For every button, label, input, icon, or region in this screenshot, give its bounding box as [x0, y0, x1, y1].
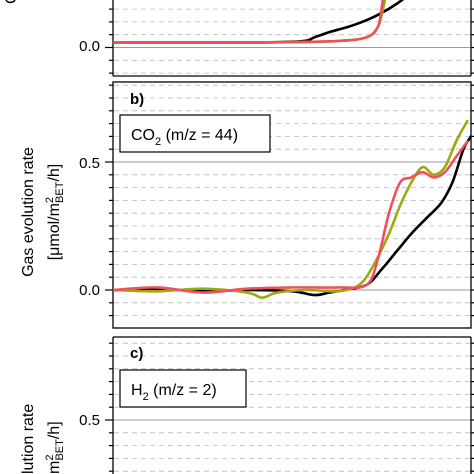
panel-c-label: c) — [130, 345, 143, 362]
panel-b-legend-box — [119, 114, 271, 153]
panel-b-series — [113, 119, 471, 299]
panel-a: 0.0 C — [3, 0, 474, 77]
series-line-olive — [113, 0, 387, 44]
y-axis-title-line1: Gas evolution rate — [20, 147, 37, 277]
series-line-red — [113, 140, 469, 294]
panel-c-ylabel-line2: m2BET/h] — [44, 421, 66, 474]
panel-b-legend-text: CO2 (m/z = 44) — [131, 127, 238, 148]
panel-a-grid — [114, 8, 470, 74]
panel-b-label: b) — [130, 91, 144, 108]
panel-c-legend: H2 (m/z = 2) — [119, 369, 247, 408]
panel-b-ticks — [105, 84, 474, 317]
panel-c-grid — [114, 342, 470, 472]
panel-b: b) CO2 (m/z = 44) 0.5 0.0 Gas evolution … — [20, 81, 474, 329]
series-line-olive — [113, 119, 469, 299]
panel-b-frame — [112, 81, 472, 329]
series-line-black — [113, 0, 405, 44]
series-line-red — [113, 0, 385, 44]
panel-c-legend-text: H2 (m/z = 2) — [131, 382, 217, 403]
panel-b-ytick-label-0.5: 0.5 — [79, 155, 100, 172]
panel-a-ytick-label: 0.0 — [79, 38, 100, 55]
panel-a-series — [113, 0, 405, 44]
panel-c: c) H2 (m/z = 2) 0.5 lution rate m2BET/h] — [20, 336, 474, 474]
panel-c-legend-box — [119, 369, 247, 408]
panel-c-ylabel-line1: lution rate — [20, 404, 37, 474]
panel-b-legend: CO2 (m/z = 44) — [119, 114, 271, 153]
panel-c-ytick-label-0.5: 0.5 — [79, 412, 100, 429]
panel-b-ytick-label-0.0: 0.0 — [79, 282, 100, 299]
panel-a-ylabel-fragment: C — [3, 0, 20, 4]
y-axis-title-line2: [μmol/m2BET/h] — [44, 164, 66, 261]
series-line-black — [113, 135, 471, 297]
